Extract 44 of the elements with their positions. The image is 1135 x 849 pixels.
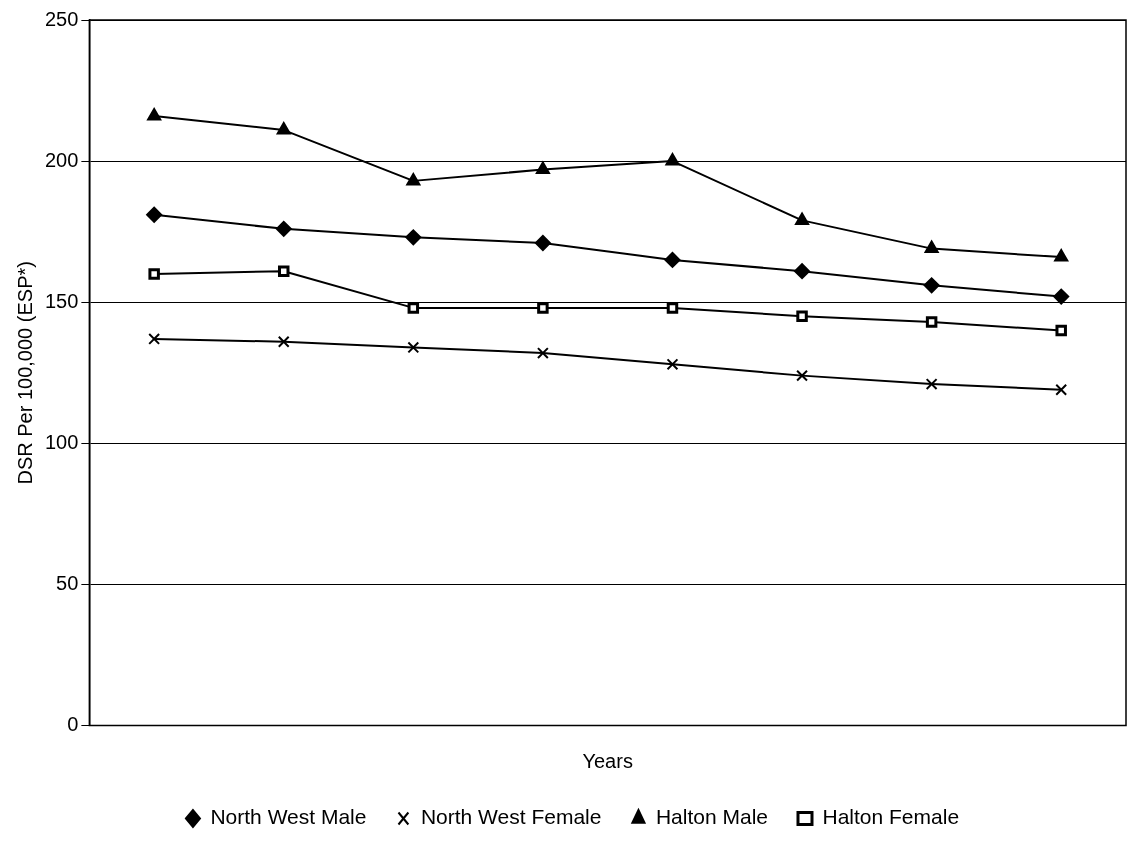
point xyxy=(277,335,290,348)
point xyxy=(1055,324,1067,337)
y-tick-label: 0 xyxy=(67,713,79,736)
y-tick-label: 250 xyxy=(44,7,79,30)
point xyxy=(276,122,291,135)
point xyxy=(147,107,162,121)
point xyxy=(537,302,549,314)
point xyxy=(1054,249,1069,262)
y-tick-label: 50 xyxy=(56,572,79,594)
point xyxy=(535,161,550,175)
point xyxy=(666,302,679,314)
point xyxy=(666,358,679,371)
point xyxy=(406,172,421,186)
point xyxy=(925,378,938,391)
point xyxy=(794,212,810,225)
x-axis-title: Years xyxy=(582,749,633,772)
point xyxy=(278,265,290,277)
point xyxy=(794,263,811,280)
point xyxy=(407,302,420,314)
y-tick-label: 100 xyxy=(44,430,79,453)
legend-label: North West Female xyxy=(420,805,602,829)
point xyxy=(405,229,422,246)
point xyxy=(1053,288,1070,305)
point xyxy=(148,332,161,345)
point xyxy=(925,316,938,328)
point xyxy=(1055,383,1068,396)
point xyxy=(534,234,551,251)
y-axis-title: DSR Per 100,000 (ESP*) xyxy=(13,261,36,485)
point xyxy=(148,268,160,280)
point xyxy=(664,251,681,268)
point xyxy=(275,220,292,237)
point xyxy=(536,347,549,359)
point xyxy=(796,310,808,323)
legend-label: Halton Female xyxy=(822,805,960,829)
point xyxy=(796,369,808,382)
legend-label: North West Male xyxy=(210,805,367,829)
point xyxy=(923,277,940,294)
y-tick-label: 150 xyxy=(44,289,79,312)
point xyxy=(665,153,680,166)
point xyxy=(407,341,420,354)
point xyxy=(924,240,939,254)
y-tick-label: 200 xyxy=(44,148,79,171)
legend-label: Halton Male xyxy=(655,805,768,829)
point xyxy=(146,206,163,223)
